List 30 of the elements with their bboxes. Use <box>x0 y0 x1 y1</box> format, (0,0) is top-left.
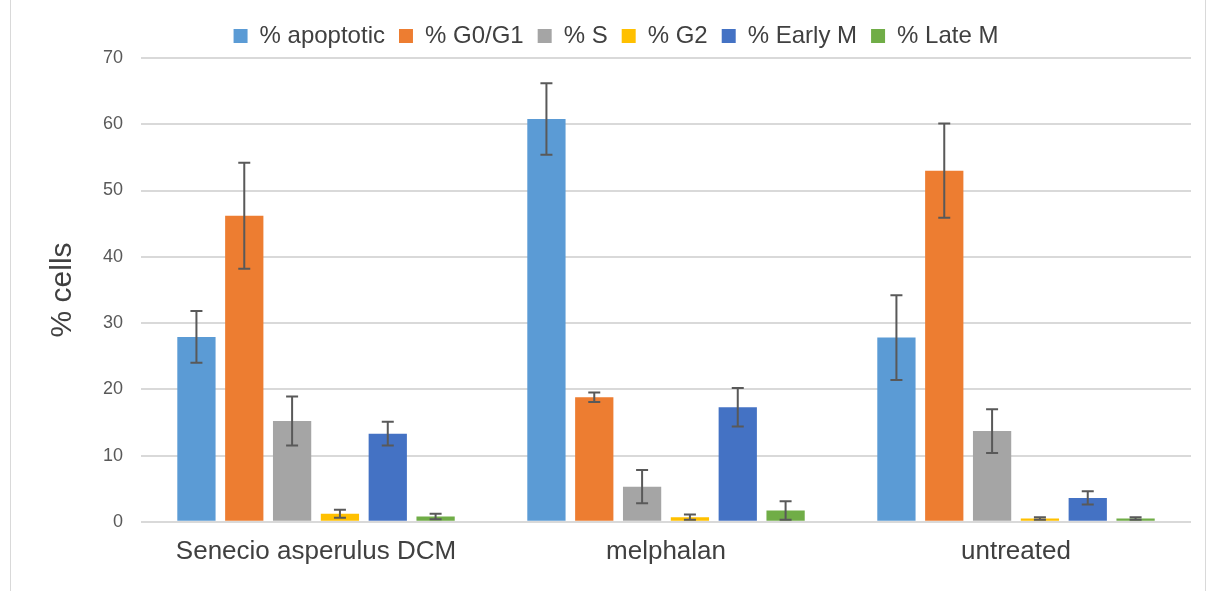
legend-label: % apoptotic <box>259 20 385 48</box>
bar <box>177 336 216 521</box>
bar <box>368 433 407 521</box>
legend-label: % Late M <box>897 20 999 48</box>
bar <box>1068 497 1107 521</box>
bar <box>225 215 264 521</box>
bar <box>925 170 964 521</box>
bar <box>877 337 916 521</box>
x-tick-label: Senecio asperulus DCM <box>175 534 457 565</box>
y-tick-label: 60 <box>102 113 124 134</box>
y-tick-label: 0 <box>113 510 124 531</box>
y-axis-title: % cells <box>44 242 78 338</box>
bar <box>575 397 614 521</box>
y-tick-label: 10 <box>102 444 124 465</box>
legend-label: % G0/G1 <box>424 20 524 48</box>
bar <box>972 431 1012 521</box>
legend-label: % S <box>563 20 608 48</box>
bar <box>718 407 757 521</box>
bar <box>527 118 566 521</box>
y-tick-label: 50 <box>102 179 124 200</box>
y-tick-label: 30 <box>102 312 124 332</box>
y-tick-label: 20 <box>102 378 124 399</box>
x-tick-label: untreated <box>961 534 1071 565</box>
y-tick-label: 40 <box>102 245 124 266</box>
bar <box>272 421 312 521</box>
bar <box>622 486 662 521</box>
legend-label: % Early M <box>747 20 858 48</box>
legend-label: % G2 <box>647 20 708 48</box>
x-tick-label: melphalan <box>606 534 726 565</box>
y-tick-label: 70 <box>102 46 124 67</box>
